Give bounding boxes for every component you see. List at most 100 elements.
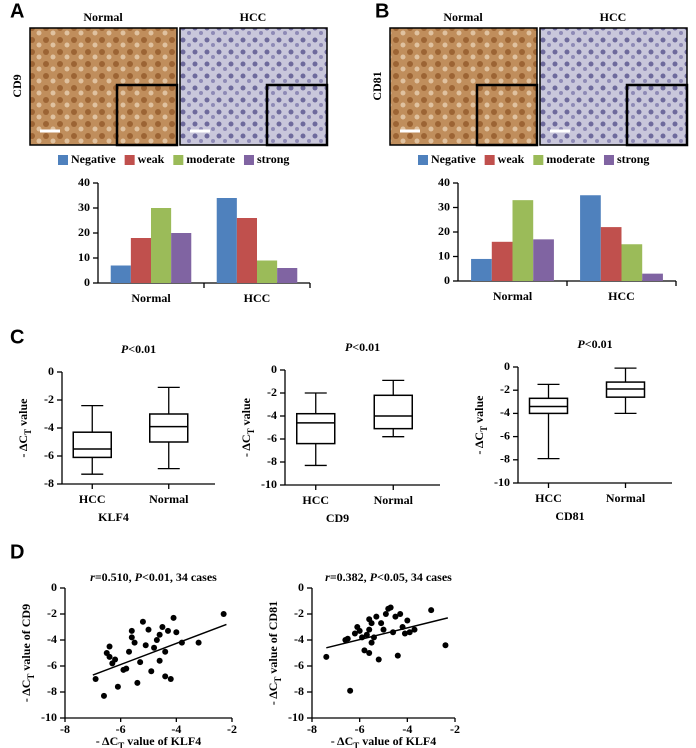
x-tick-label: Normal (374, 493, 414, 507)
bar (491, 241, 513, 281)
x-tick-label: HCC (302, 493, 329, 507)
y-axis-label-part: T (246, 428, 256, 434)
y-tick-label: -8 (44, 476, 54, 490)
inset (265, 83, 329, 147)
point (142, 642, 149, 649)
y-axis-label-part: - ΔC (19, 680, 33, 703)
inset (115, 83, 179, 147)
point (366, 626, 373, 633)
y-axis-label: - ΔCT value (16, 398, 33, 458)
point (114, 683, 121, 690)
x-tick-label: -8 (307, 722, 317, 736)
x-tick-label: -4 (171, 722, 181, 736)
x-tick-label: Normal (131, 291, 171, 305)
y-axis-label-part: - ΔC (239, 434, 253, 457)
point (390, 629, 397, 636)
bar (110, 265, 131, 283)
bar (171, 233, 192, 283)
x-axis-label: KLF4 (98, 510, 129, 524)
point (106, 643, 113, 650)
point (401, 630, 408, 637)
point (368, 639, 375, 646)
x-axis-label-part: value of KLF4 (124, 734, 201, 748)
x-tick-label: Normal (149, 492, 189, 506)
point (92, 676, 99, 682)
legend-swatch (58, 155, 68, 165)
legend-label: Negative (71, 152, 116, 166)
y-tick-label: 40 (78, 175, 90, 189)
panel-label: B (375, 0, 389, 22)
chart-title-part: P (135, 570, 143, 584)
y-tick-label: 0 (271, 362, 277, 376)
x-axis-label-part: value of KLF4 (359, 734, 436, 748)
x-tick-label: -6 (355, 722, 365, 736)
bar (257, 260, 278, 283)
bar (580, 195, 601, 281)
point (106, 653, 113, 660)
point (442, 642, 449, 649)
x-axis-label: CD81 (555, 509, 584, 523)
y-tick-label: 20 (78, 225, 90, 239)
point (153, 637, 160, 643)
point (170, 614, 177, 621)
y-tick-label: -4 (500, 405, 510, 419)
legend-label: strong (617, 152, 649, 166)
x-tick-label: HCC (535, 491, 562, 505)
legend-swatch (533, 155, 544, 165)
y-axis-label-part: T (23, 429, 33, 435)
x-axis-label-part: T (353, 741, 359, 748)
point (361, 647, 368, 654)
chart-title: r=0.510, P<0.01, 34 cases (90, 570, 217, 584)
point (368, 620, 375, 627)
y-axis-label-part: - ΔC (266, 683, 280, 706)
y-tick-label: -6 (44, 448, 54, 462)
stain-marker: CD81 (370, 71, 384, 100)
point (195, 639, 202, 646)
y-tick-label: 0 (51, 580, 57, 594)
legend-swatch (173, 155, 184, 165)
legend-swatch (418, 155, 428, 165)
bar (277, 268, 298, 283)
y-tick-label: 0 (84, 275, 90, 289)
legend-label: Negative (431, 152, 476, 166)
inset (475, 83, 539, 147)
point (347, 687, 354, 694)
y-axis-label: - ΔCT value (239, 397, 256, 457)
x-axis-label: CD9 (326, 511, 349, 525)
x-axis-label: - ΔCT value of KLF4 (331, 734, 437, 748)
point (128, 627, 135, 634)
point (397, 611, 404, 617)
y-tick-label: -4 (294, 632, 304, 646)
y-tick-label: 0 (504, 359, 510, 373)
x-axis-label-part: - ΔC (96, 734, 119, 748)
point (363, 631, 370, 638)
chart-title-part: P (121, 342, 129, 356)
x-tick-label: HCC (608, 289, 635, 303)
y-axis-label: - ΔCT value (472, 395, 489, 455)
point (100, 692, 107, 699)
stain-label: HCC (600, 10, 627, 24)
legend-label: weak (498, 152, 525, 166)
x-tick-label: -4 (402, 722, 412, 736)
stain-label: HCC (240, 10, 267, 24)
point (148, 668, 155, 675)
y-axis-label-part: value of CD81 (266, 601, 280, 677)
point (123, 665, 130, 672)
stain-marker: CD9 (10, 74, 24, 97)
point (126, 648, 133, 655)
legend-swatch (484, 155, 495, 165)
y-tick-label: -6 (294, 658, 304, 672)
y-tick-label: 20 (438, 224, 450, 238)
y-tick-label: -10 (288, 710, 304, 724)
legend-swatch (603, 155, 614, 165)
point (404, 617, 411, 624)
y-tick-label: 10 (78, 250, 90, 264)
x-tick-label: -6 (116, 722, 126, 736)
point (323, 653, 330, 660)
y-tick-label: 30 (438, 199, 450, 213)
point (128, 634, 135, 641)
point (359, 634, 366, 641)
y-axis-label: - ΔCT value of CD81 (266, 601, 283, 705)
point (162, 648, 169, 655)
y-tick-label: -10 (261, 477, 277, 491)
